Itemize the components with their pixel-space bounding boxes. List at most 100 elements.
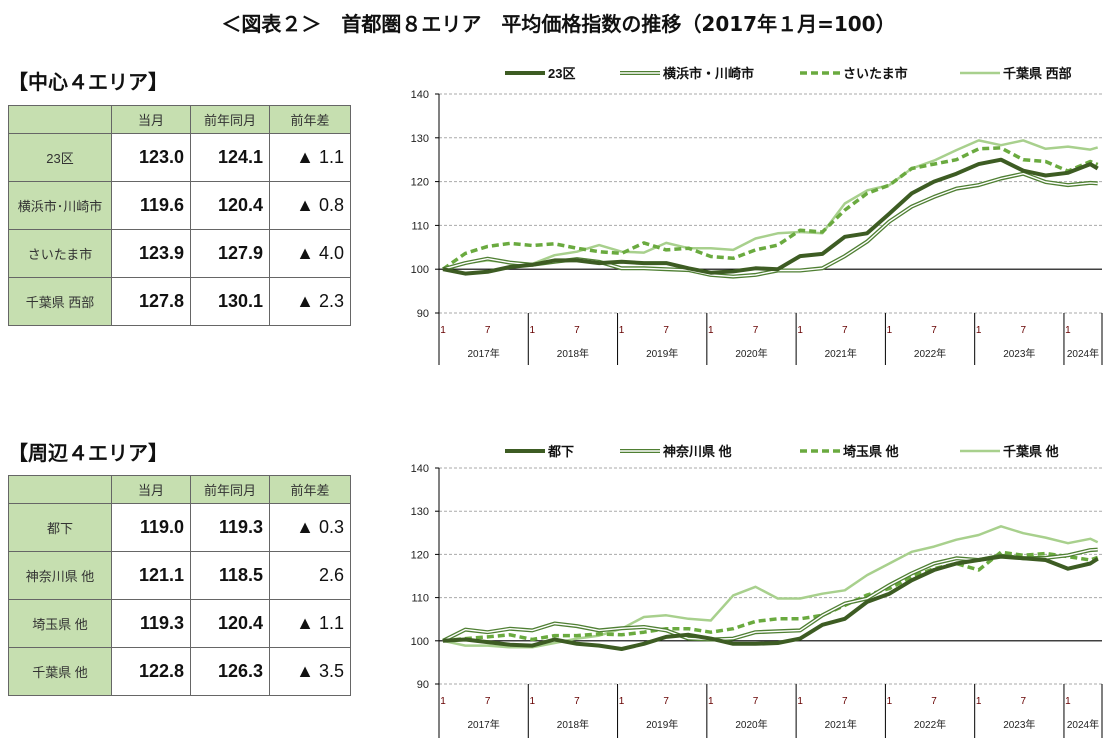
legend-label: 千葉県 他	[1003, 444, 1059, 459]
row-label: 神奈川県 他	[8, 551, 112, 600]
row-label: 千葉県 西部	[8, 277, 112, 326]
month-tick-label: 7	[663, 325, 669, 336]
series-line-4	[442, 525, 1099, 649]
y-tick-label: 140	[411, 89, 429, 101]
month-tick-label: 1	[619, 325, 625, 336]
month-tick-label: 1	[529, 696, 535, 707]
month-tick-label: 1	[797, 696, 803, 707]
month-tick-label: 1	[1065, 325, 1071, 336]
section-heading-peripheral: 【周辺４エリア】	[8, 441, 168, 465]
current-value: 123.9	[111, 229, 191, 278]
month-tick-label: 1	[619, 696, 625, 707]
year-label: 2018年	[557, 347, 589, 360]
year-label: 2024年	[1067, 347, 1099, 360]
table-central: 当月 前年同月 前年差 23区 123.0 124.1 ▲ 1.1 横浜市･川崎市 11…	[8, 105, 351, 326]
month-tick-label: 7	[485, 696, 491, 707]
table-row: 神奈川県 他 121.1 118.5 2.6	[8, 551, 351, 600]
row-label: 都下	[8, 503, 112, 552]
year-label: 2020年	[735, 347, 767, 360]
series-line-1	[442, 554, 1099, 651]
header-blank	[8, 105, 112, 134]
y-tick-label: 90	[417, 308, 429, 320]
year-label: 2019年	[646, 347, 678, 360]
year-label: 2017年	[468, 718, 500, 731]
table-row: さいたま市 123.9 127.9 ▲ 4.0	[8, 229, 351, 278]
y-tick-label: 140	[411, 463, 429, 475]
month-tick-label: 1	[708, 325, 714, 336]
month-tick-label: 1	[797, 325, 803, 336]
month-tick-label: 7	[753, 325, 759, 336]
header-current: 当月	[111, 475, 191, 504]
current-value: 121.1	[111, 551, 191, 600]
year-label: 2022年	[914, 718, 946, 731]
legend-label: 横浜市・川崎市	[663, 66, 754, 81]
series-line-1	[442, 157, 1099, 276]
table-row: 千葉県 西部 127.8 130.1 ▲ 2.3	[8, 277, 351, 326]
table-row: 23区 123.0 124.1 ▲ 1.1	[8, 133, 351, 182]
diff-value: ▲ 4.0	[269, 229, 351, 278]
month-tick-label: 7	[842, 325, 848, 336]
diff-value: ▲ 1.1	[269, 133, 351, 182]
diff-value: ▲ 0.8	[269, 181, 351, 230]
series-line-4	[442, 139, 1099, 271]
month-tick-label: 1	[440, 696, 446, 707]
prev-year-value: 126.3	[190, 647, 270, 696]
month-tick-label: 7	[1021, 696, 1027, 707]
y-tick-label: 100	[411, 636, 429, 648]
table-row: 千葉県 他 122.8 126.3 ▲ 3.5	[8, 647, 351, 696]
year-label: 2023年	[1003, 718, 1035, 731]
current-value: 127.8	[111, 277, 191, 326]
page-title: ＜図表２＞ 首都圏８エリア 平均価格指数の推移（2017年１月=100）	[221, 12, 896, 36]
table-row: 埼玉県 他 119.3 120.4 ▲ 1.1	[8, 599, 351, 648]
month-tick-label: 1	[529, 325, 535, 336]
year-label: 2022年	[914, 347, 946, 360]
row-label: さいたま市	[8, 229, 112, 278]
year-label: 2019年	[646, 718, 678, 731]
legend-label: さいたま市	[843, 66, 908, 81]
year-label: 2018年	[557, 718, 589, 731]
month-tick-label: 7	[753, 696, 759, 707]
month-tick-label: 7	[574, 696, 580, 707]
month-tick-label: 7	[931, 325, 937, 336]
section-heading-central: 【中心４エリア】	[8, 70, 168, 94]
current-value: 119.3	[111, 599, 191, 648]
y-tick-label: 100	[411, 264, 429, 276]
month-tick-label: 7	[931, 696, 937, 707]
year-label: 2020年	[735, 718, 767, 731]
y-tick-label: 130	[411, 506, 429, 518]
current-value: 119.0	[111, 503, 191, 552]
y-tick-label: 110	[411, 593, 429, 605]
header-prev-year: 前年同月	[190, 475, 270, 504]
prev-year-value: 120.4	[190, 599, 270, 648]
diff-value: ▲ 0.3	[269, 503, 351, 552]
table-header: 当月 前年同月 前年差	[8, 105, 351, 134]
month-tick-label: 1	[440, 325, 446, 336]
month-tick-label: 1	[976, 325, 982, 336]
legend-label: 埼玉県 他	[843, 444, 899, 459]
diff-value: 2.6	[269, 551, 351, 600]
y-tick-label: 120	[411, 549, 429, 561]
table-row: 都下 119.0 119.3 ▲ 0.3	[8, 503, 351, 552]
y-tick-label: 110	[411, 220, 429, 232]
diff-value: ▲ 3.5	[269, 647, 351, 696]
month-tick-label: 1	[887, 696, 893, 707]
y-tick-label: 120	[411, 177, 429, 189]
year-label: 2023年	[1003, 347, 1035, 360]
diff-value: ▲ 2.3	[269, 277, 351, 326]
header-blank	[8, 475, 112, 504]
legend-label: 23区	[548, 66, 575, 81]
month-tick-label: 1	[887, 325, 893, 336]
legend-label: 千葉県 西部	[1003, 66, 1072, 81]
row-label: 千葉県 他	[8, 647, 112, 696]
legend-label: 神奈川県 他	[663, 444, 732, 459]
table-row: 横浜市･川崎市 119.6 120.4 ▲ 0.8	[8, 181, 351, 230]
y-tick-label: 90	[417, 679, 429, 691]
year-label: 2017年	[468, 347, 500, 360]
legend-label: 都下	[547, 444, 574, 459]
table-peripheral: 当月 前年同月 前年差 都下 119.0 119.3 ▲ 0.3 神奈川県 他 121.…	[8, 475, 351, 696]
month-tick-label: 7	[574, 325, 580, 336]
year-label: 2021年	[825, 347, 857, 360]
